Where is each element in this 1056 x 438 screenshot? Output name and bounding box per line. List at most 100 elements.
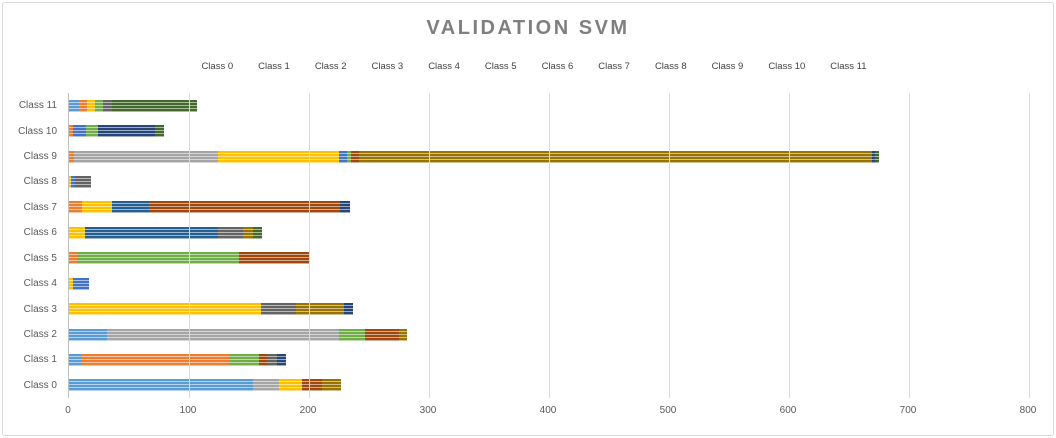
bar-row-class-11 [69, 93, 1029, 118]
bar-row-class-4 [69, 271, 1029, 296]
bar-segment-class-1 [69, 201, 83, 214]
chart-legend: Class 0 Class 1 Class 2 Class 3 Class 4 Class… [3, 61, 1053, 72]
bar-segment-class-4 [72, 277, 90, 290]
stacked-bar [69, 99, 1029, 112]
gridline [789, 93, 790, 398]
stacked-bar [69, 226, 1029, 239]
bar-segment-class-7 [239, 252, 309, 265]
bar-segment-class-10 [871, 150, 876, 163]
y-axis-label: Class 10 [18, 125, 57, 137]
bar-segment-class-1 [69, 150, 74, 163]
x-axis-tick-label: 200 [299, 405, 317, 416]
stacked-bar [69, 201, 1029, 214]
x-axis-tick-label: 400 [539, 405, 557, 416]
bar-segment-class-3 [217, 150, 339, 163]
bar-segment-class-7 [149, 201, 341, 214]
legend-label: Class 9 [711, 61, 744, 72]
bar-segment-class-3 [278, 379, 302, 392]
bar-segment-class-0 [69, 379, 253, 392]
y-axis-label: Class 3 [23, 303, 57, 315]
legend-label: Class 11 [830, 61, 867, 72]
bar-segment-class-11 [112, 99, 198, 112]
gridline [549, 93, 550, 398]
legend-item-class-11: Class 11 [818, 61, 866, 72]
x-axis-tick-label: 0 [65, 405, 71, 416]
bar-segment-class-11 [875, 150, 879, 163]
bar-segment-class-7 [258, 353, 267, 366]
y-axis-label: Class 2 [23, 329, 57, 340]
legend-label: Class 7 [598, 61, 630, 72]
bar-segment-class-0 [69, 99, 79, 112]
bar-segment-class-1 [82, 353, 229, 366]
bar-segment-class-10 [97, 125, 156, 138]
bar-segment-class-2 [107, 328, 339, 341]
y-axis-label: Class 5 [23, 252, 57, 264]
bar-segment-class-2 [252, 379, 279, 392]
bar-segment-class-4 [71, 175, 75, 188]
bar-segment-class-0 [69, 353, 83, 366]
bar-segment-class-1 [69, 125, 73, 138]
bar-row-class-7 [69, 195, 1029, 220]
bar-segment-class-5 [95, 99, 103, 112]
legend-label: Class 10 [768, 61, 806, 72]
bar-row-class-0 [69, 373, 1029, 398]
bar-segment-class-9 [322, 379, 342, 392]
y-axis-label: Class 7 [23, 201, 57, 213]
bar-segment-class-7 [365, 328, 399, 341]
legend-label: Class 3 [371, 61, 404, 72]
bar-segment-class-1 [78, 99, 87, 112]
y-axis-label: Class 6 [23, 227, 57, 239]
bar-segment-class-3 [82, 201, 113, 214]
legend-item-class-9: Class 9 [700, 61, 744, 72]
y-axis-category-labels: Class 11 Class 10 Class 9 Class 8 Class 7 Cla… [3, 93, 61, 398]
bar-segment-class-9 [398, 328, 408, 341]
bar-segment-class-0 [69, 328, 108, 341]
bar-segment-class-11 [155, 125, 164, 138]
bar-segment-class-4 [72, 125, 86, 138]
legend-label: Class 0 [201, 61, 234, 72]
x-axis-tick-label: 700 [899, 405, 917, 416]
bar-segment-class-8 [217, 226, 243, 239]
legend-item-class-5: Class 5 [473, 61, 517, 72]
x-axis-tick-label: 300 [419, 405, 437, 416]
bar-row-class-1 [69, 347, 1029, 372]
x-axis-tick-label: 100 [179, 405, 197, 416]
x-axis-tick-labels: 0 100 200 300 400 500 600 700 800 [3, 405, 1053, 419]
stacked-bar [69, 125, 1029, 138]
bar-segment-class-2 [73, 150, 218, 163]
bar-segment-class-3 [69, 226, 85, 239]
stacked-bar [69, 379, 1029, 392]
bar-segment-class-9 [242, 226, 253, 239]
bar-segment-class-3 [69, 303, 261, 316]
legend-item-class-6: Class 6 [530, 61, 574, 72]
legend-label: Class 4 [428, 61, 460, 72]
stacked-bar [69, 175, 1029, 188]
bar-segment-class-6 [84, 226, 218, 239]
bar-segment-class-8 [266, 353, 277, 366]
bar-segment-class-9 [295, 303, 344, 316]
bar-segment-class-7 [301, 379, 323, 392]
stacked-bar [69, 252, 1029, 265]
bar-segment-class-3 [86, 99, 96, 112]
bar-segment-class-8 [261, 303, 296, 316]
bar-segment-class-10 [340, 201, 350, 214]
bar-segment-class-9 [359, 150, 872, 163]
bar-segment-class-11 [252, 226, 263, 239]
legend-item-class-7: Class 7 [586, 61, 630, 72]
bar-segment-class-1 [69, 252, 78, 265]
bar-row-class-10 [69, 118, 1029, 143]
bar-segment-class-6 [112, 201, 150, 214]
gridline [189, 93, 190, 398]
legend-label: Class 2 [314, 61, 347, 72]
bar-row-class-9 [69, 144, 1029, 169]
gridline [909, 93, 910, 398]
stacked-bar [69, 277, 1029, 290]
bar-row-class-8 [69, 169, 1029, 194]
bar-segment-class-4 [338, 150, 348, 163]
y-axis-label: Class 9 [23, 151, 57, 163]
y-axis-label: Class 0 [23, 379, 57, 391]
bar-row-class-5 [69, 246, 1029, 271]
x-axis-tick-label: 500 [659, 405, 677, 416]
legend-item-class-4: Class 4 [416, 61, 460, 72]
